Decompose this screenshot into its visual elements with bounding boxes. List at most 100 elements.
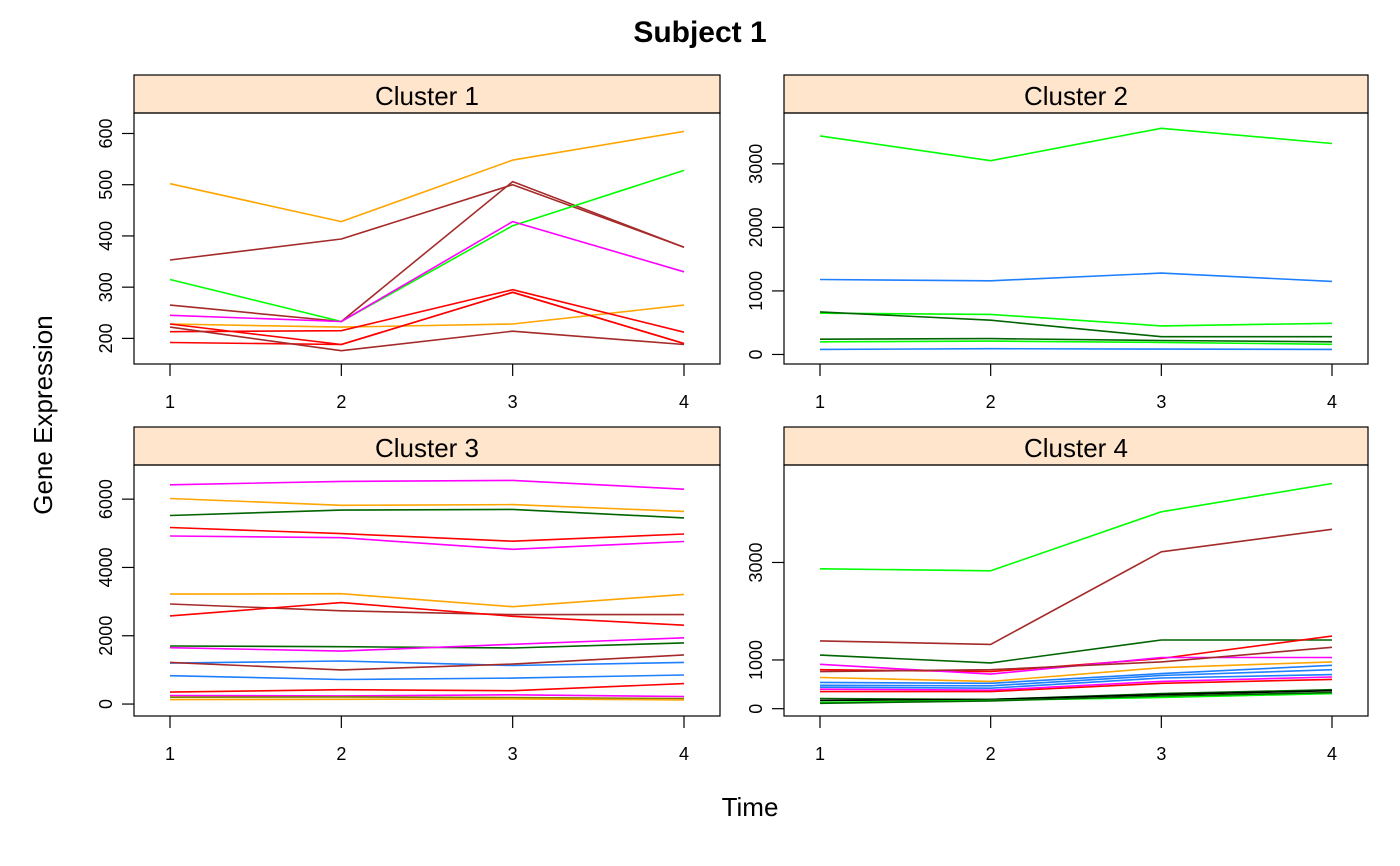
panel-title: Cluster 4 — [1024, 433, 1128, 463]
series-line-6 — [819, 646, 1333, 673]
y-tick-label: 2000 — [746, 207, 766, 247]
figure-title: Subject 1 — [633, 16, 766, 49]
panel-title: Cluster 3 — [375, 433, 479, 463]
series-line-13 — [169, 674, 685, 681]
y-tick-label: 1000 — [746, 640, 766, 680]
series-line-3 — [819, 639, 1332, 664]
x-tick-label: 2 — [336, 744, 346, 764]
y-tick-label: 0 — [746, 704, 766, 714]
x-tick-label: 1 — [165, 392, 175, 412]
series-line-2 — [819, 528, 1333, 646]
series-line-4 — [819, 311, 1332, 338]
panel-cluster-2: Cluster 2 1 2 3 4 0 1000 2000 3000 — [746, 74, 1369, 412]
series-line-3 — [169, 180, 685, 323]
x-tick-label: 4 — [1327, 744, 1337, 764]
series-line-11 — [169, 660, 685, 667]
series-line-12 — [169, 654, 685, 671]
series-line-6 — [169, 304, 685, 328]
series-line-1 — [169, 130, 685, 223]
x-tick-label: 1 — [815, 392, 825, 412]
series-line-8 — [169, 601, 685, 626]
y-tick-label: 400 — [96, 221, 116, 251]
series-line-1 — [169, 479, 685, 490]
series-line-3 — [819, 312, 1333, 327]
series-line-2 — [169, 497, 685, 513]
x-axis-title: Time — [722, 792, 779, 822]
panel-strip — [133, 74, 721, 114]
panel-strip — [783, 74, 1369, 114]
x-tick-label: 3 — [1156, 392, 1166, 412]
series-line-5 — [169, 220, 685, 323]
plot-frame — [133, 112, 721, 365]
series-line-6 — [169, 592, 685, 608]
series-line-4 — [169, 526, 685, 543]
x-tick-label: 2 — [986, 392, 996, 412]
panel-strip — [133, 426, 721, 466]
x-tick-label: 3 — [508, 744, 518, 764]
x-tick-label: 2 — [336, 392, 346, 412]
y-tick-label: 6000 — [96, 479, 116, 519]
series-line-4 — [169, 169, 685, 323]
series-line-14 — [819, 689, 1333, 702]
y-tick-label: 4000 — [96, 547, 116, 587]
series-line-1 — [819, 482, 1333, 572]
panel-cluster-1: Cluster 1 1 2 3 4 200 300 400 500 600 — [96, 74, 721, 412]
series-line-7 — [169, 288, 685, 333]
y-tick-label: 3000 — [746, 542, 766, 582]
series-line-15 — [169, 693, 685, 698]
panel-cluster-4: Cluster 4 1 2 3 4 0 1000 3000 — [746, 426, 1369, 764]
series-line-10 — [169, 637, 685, 652]
series-line-9 — [819, 668, 1333, 687]
y-tick-label: 2000 — [96, 616, 116, 656]
series-line-10 — [169, 326, 685, 352]
series-line-11 — [819, 676, 1333, 692]
y-tick-label: 300 — [96, 272, 116, 302]
panel-title: Cluster 2 — [1024, 81, 1128, 111]
series-line-12 — [820, 678, 1333, 693]
series-line-7 — [819, 661, 1333, 683]
y-tick-label: 3000 — [746, 144, 766, 184]
y-tick-label: 500 — [96, 170, 116, 200]
x-tick-label: 4 — [1327, 392, 1337, 412]
series-line-17 — [169, 698, 685, 701]
y-tick-label: 600 — [96, 118, 116, 148]
x-tick-label: 3 — [508, 392, 518, 412]
y-axis-title: Gene Expression — [28, 315, 58, 514]
panel-title: Cluster 1 — [375, 81, 479, 111]
series-line-3 — [169, 508, 685, 519]
series-line-5 — [169, 535, 685, 551]
x-tick-label: 4 — [679, 392, 689, 412]
x-tick-label: 1 — [165, 744, 175, 764]
series-group — [169, 130, 685, 352]
series-line-7 — [819, 347, 1333, 351]
plot-frame — [783, 112, 1369, 365]
x-tick-label: 1 — [815, 744, 825, 764]
series-line-16 — [819, 691, 1333, 705]
x-tick-label: 4 — [679, 744, 689, 764]
series-group — [819, 127, 1333, 351]
series-line-9 — [169, 291, 685, 346]
y-tick-label: 1000 — [746, 271, 766, 311]
panel-cluster-3: Cluster 3 1 2 3 4 0 2000 4000 6000 — [96, 426, 721, 764]
series-line-6 — [819, 340, 1333, 346]
x-tick-label: 3 — [1156, 744, 1166, 764]
x-tick-label: 2 — [986, 744, 996, 764]
y-tick-label: 200 — [96, 323, 116, 353]
series-group — [169, 479, 685, 701]
series-line-7 — [169, 603, 684, 616]
y-tick-label: 0 — [746, 349, 766, 359]
series-line-10 — [819, 673, 1333, 690]
series-line-2 — [819, 272, 1333, 283]
panel-strip — [783, 426, 1369, 466]
series-line-16 — [169, 696, 685, 700]
series-line-8 — [819, 664, 1333, 685]
series-line-5 — [819, 337, 1333, 343]
series-line-14 — [169, 682, 685, 693]
plot-frame — [133, 464, 721, 717]
series-group — [819, 482, 1333, 705]
series-line-1 — [819, 127, 1333, 162]
y-tick-label: 0 — [96, 699, 116, 709]
series-line-2 — [169, 183, 685, 261]
